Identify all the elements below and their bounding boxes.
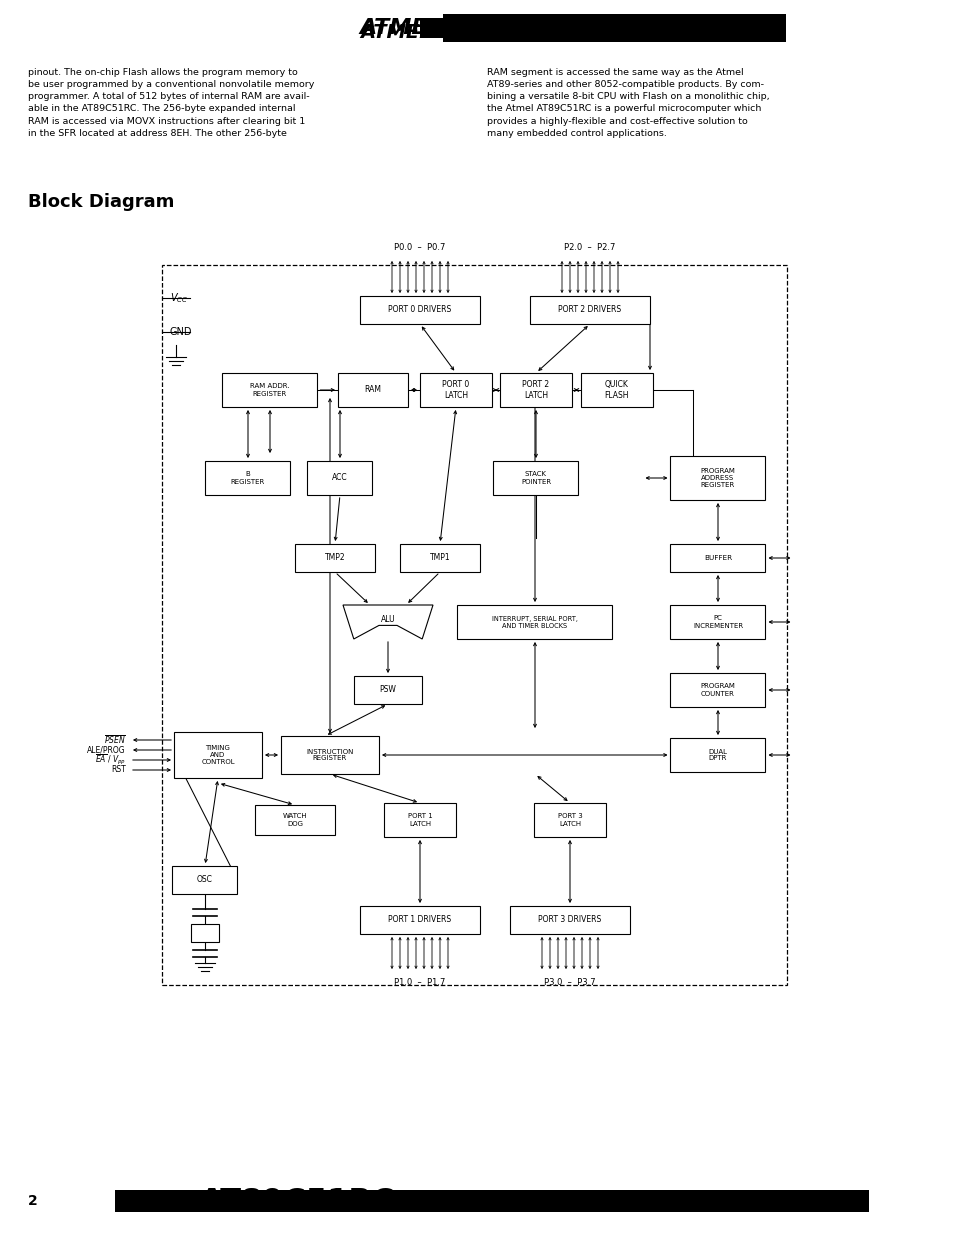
Text: PROGRAM
ADDRESS
REGISTER: PROGRAM ADDRESS REGISTER bbox=[700, 468, 735, 488]
Bar bbox=[384, 803, 456, 837]
Text: TMP2: TMP2 bbox=[324, 553, 345, 562]
Text: STACK
POINTER: STACK POINTER bbox=[520, 472, 551, 484]
Bar bbox=[580, 373, 652, 408]
Text: PORT 2
LATCH: PORT 2 LATCH bbox=[522, 380, 549, 400]
Text: GND: GND bbox=[170, 327, 193, 337]
Text: OSC: OSC bbox=[197, 876, 213, 884]
Text: 2: 2 bbox=[28, 1194, 38, 1208]
Bar bbox=[534, 803, 605, 837]
Text: DUAL
DPTR: DUAL DPTR bbox=[708, 748, 727, 762]
Text: B
REGISTER: B REGISTER bbox=[231, 472, 265, 484]
Text: WATCH
DOG: WATCH DOG bbox=[282, 814, 307, 826]
Bar bbox=[173, 732, 262, 778]
Bar bbox=[499, 373, 572, 408]
Text: BUFFER: BUFFER bbox=[703, 555, 731, 561]
Bar bbox=[294, 543, 375, 572]
Bar bbox=[222, 373, 317, 408]
Bar bbox=[670, 605, 764, 638]
Polygon shape bbox=[343, 605, 433, 638]
Text: $\overline{PSEN}$: $\overline{PSEN}$ bbox=[104, 734, 126, 746]
Text: P2.0  –  P2.7: P2.0 – P2.7 bbox=[564, 243, 615, 252]
Bar bbox=[172, 866, 237, 894]
Bar bbox=[670, 739, 764, 772]
Text: PC
INCREMENTER: PC INCREMENTER bbox=[692, 615, 742, 629]
Bar bbox=[510, 906, 629, 934]
Text: PORT 0 DRIVERS: PORT 0 DRIVERS bbox=[388, 305, 451, 315]
Bar bbox=[419, 373, 492, 408]
Text: PORT 1 DRIVERS: PORT 1 DRIVERS bbox=[388, 915, 451, 925]
Text: AT89C51RC: AT89C51RC bbox=[200, 1187, 395, 1215]
Text: ATMEL: ATMEL bbox=[359, 19, 441, 38]
Bar bbox=[191, 924, 219, 942]
Bar bbox=[399, 543, 479, 572]
Text: TMP1: TMP1 bbox=[429, 553, 450, 562]
Bar bbox=[359, 296, 479, 324]
Bar bbox=[354, 676, 421, 704]
Text: $V_{CC}$: $V_{CC}$ bbox=[170, 291, 188, 305]
Text: P3.0  –  P3.7: P3.0 – P3.7 bbox=[543, 978, 596, 987]
Bar bbox=[281, 736, 378, 774]
Text: RAM segment is accessed the same way as the Atmel
AT89-series and other 8052-com: RAM segment is accessed the same way as … bbox=[486, 68, 769, 138]
Text: INSTRUCTION
REGISTER: INSTRUCTION REGISTER bbox=[306, 748, 354, 762]
Text: $\overline{EA}$ / $V_{PP}$: $\overline{EA}$ / $V_{PP}$ bbox=[94, 753, 126, 767]
Text: PORT 1
LATCH: PORT 1 LATCH bbox=[407, 814, 432, 826]
Text: TIMING
AND
CONTROL: TIMING AND CONTROL bbox=[201, 745, 234, 764]
Text: PORT 3
LATCH: PORT 3 LATCH bbox=[558, 814, 581, 826]
Text: INTERRUPT, SERIAL PORT,
AND TIMER BLOCKS: INTERRUPT, SERIAL PORT, AND TIMER BLOCKS bbox=[492, 615, 578, 629]
Text: P1.0  –  P1.7: P1.0 – P1.7 bbox=[394, 978, 445, 987]
Text: ACC: ACC bbox=[332, 473, 348, 483]
Bar bbox=[419, 19, 772, 38]
Text: P0.0  –  P0.7: P0.0 – P0.7 bbox=[394, 243, 445, 252]
Text: PORT 0
LATCH: PORT 0 LATCH bbox=[442, 380, 469, 400]
Text: RAM ADDR.
REGISTER: RAM ADDR. REGISTER bbox=[250, 384, 290, 396]
Bar bbox=[670, 673, 764, 706]
Text: PORT 2 DRIVERS: PORT 2 DRIVERS bbox=[558, 305, 621, 315]
Bar bbox=[442, 14, 785, 42]
Bar bbox=[115, 1191, 868, 1212]
Bar bbox=[670, 543, 764, 572]
Bar bbox=[162, 266, 786, 986]
Bar bbox=[307, 461, 372, 495]
Text: PSW: PSW bbox=[379, 685, 396, 694]
Bar bbox=[205, 461, 291, 495]
Bar bbox=[254, 805, 335, 835]
Text: ATMEL: ATMEL bbox=[359, 23, 432, 42]
Text: Block Diagram: Block Diagram bbox=[28, 193, 174, 211]
Bar bbox=[493, 461, 578, 495]
Bar bbox=[530, 296, 649, 324]
Bar bbox=[670, 456, 764, 500]
Text: PORT 3 DRIVERS: PORT 3 DRIVERS bbox=[537, 915, 601, 925]
Bar bbox=[337, 373, 408, 408]
Text: ALE/PROG: ALE/PROG bbox=[88, 746, 126, 755]
Text: PROGRAM
COUNTER: PROGRAM COUNTER bbox=[700, 683, 735, 697]
Text: pinout. The on-chip Flash allows the program memory to
be user programmed by a c: pinout. The on-chip Flash allows the pro… bbox=[28, 68, 314, 138]
Bar bbox=[359, 906, 479, 934]
Text: RAM: RAM bbox=[364, 385, 381, 394]
Text: QUICK
FLASH: QUICK FLASH bbox=[604, 380, 629, 400]
Text: RST: RST bbox=[112, 766, 126, 774]
Bar bbox=[457, 605, 612, 638]
Text: ALU: ALU bbox=[380, 615, 395, 624]
